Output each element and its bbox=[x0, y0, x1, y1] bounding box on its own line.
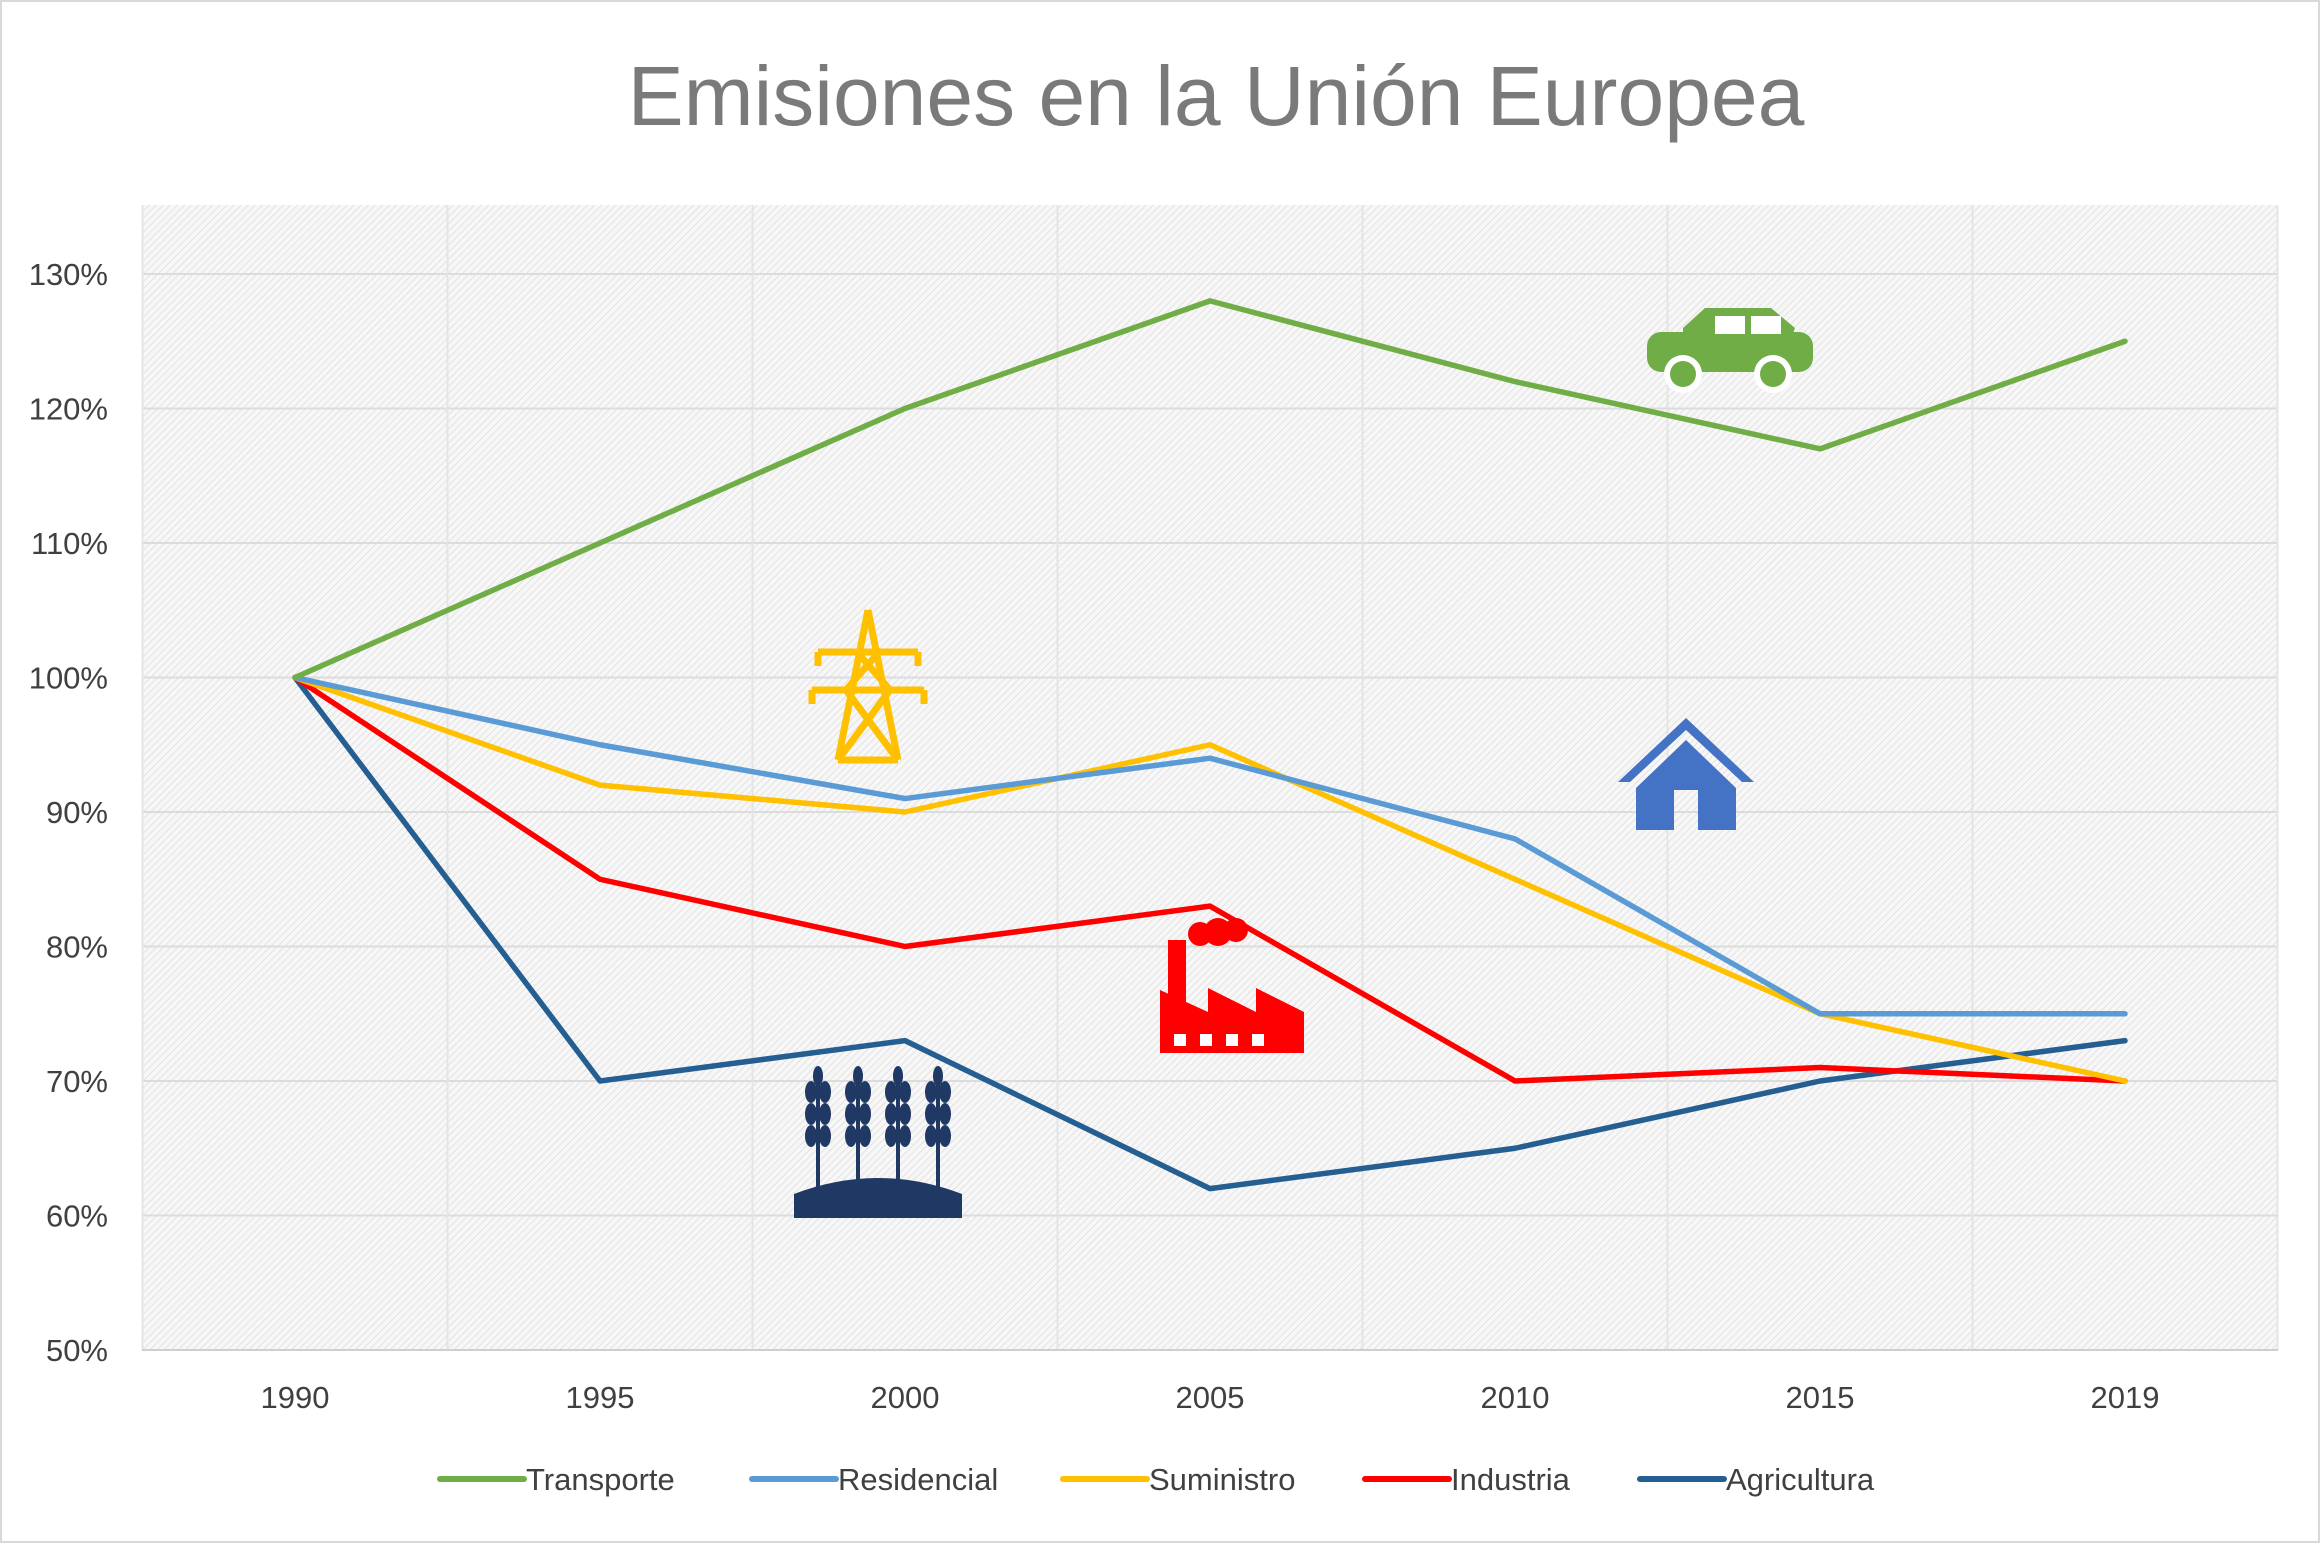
x-tick-label: 1995 bbox=[566, 1380, 635, 1415]
y-tick-label: 60% bbox=[46, 1199, 108, 1234]
legend-label: Agricultura bbox=[1726, 1462, 1875, 1497]
chart-title: Emisiones en la Unión Europea bbox=[628, 49, 1805, 143]
series-line-agricultura bbox=[292, 674, 2128, 1192]
y-tick-label: 50% bbox=[46, 1333, 108, 1368]
series-line-residencial bbox=[292, 674, 2128, 1017]
legend-label: Suministro bbox=[1149, 1462, 1295, 1497]
y-axis-ticks: 50% 60% 70% 80% 90% 100% 110% 120% 130% bbox=[29, 257, 108, 1368]
x-axis-ticks: 1990 1995 2000 2005 2010 2015 2019 bbox=[261, 1380, 2160, 1415]
house-icon bbox=[1618, 718, 1754, 830]
legend-label: Transporte bbox=[526, 1462, 675, 1497]
factory-icon bbox=[1160, 918, 1304, 1053]
y-tick-label: 90% bbox=[46, 795, 108, 830]
y-tick-label: 130% bbox=[29, 257, 108, 292]
y-tick-label: 120% bbox=[29, 392, 108, 427]
y-tick-label: 110% bbox=[31, 526, 108, 561]
x-tick-label: 2000 bbox=[871, 1380, 940, 1415]
series-line-industria bbox=[292, 674, 2128, 1084]
icons bbox=[794, 308, 1813, 1218]
y-tick-label: 100% bbox=[29, 661, 108, 696]
y-tick-label: 80% bbox=[46, 930, 108, 965]
x-tick-label: 2005 bbox=[1176, 1380, 1245, 1415]
power-tower-icon bbox=[808, 609, 928, 764]
series-lines bbox=[292, 298, 2128, 1192]
legend-item-industria: Industria bbox=[1362, 1462, 1571, 1497]
legend-item-agricultura: Agricultura bbox=[1637, 1462, 1875, 1497]
y-tick-label: 70% bbox=[46, 1064, 108, 1099]
legend-item-transporte: Transporte bbox=[437, 1462, 675, 1497]
legend-label: Residencial bbox=[838, 1462, 998, 1497]
series-line-transporte bbox=[292, 298, 2128, 681]
legend: Transporte Residencial Suministro Industria… bbox=[437, 1462, 1875, 1497]
wheat-icon bbox=[794, 1066, 962, 1218]
x-tick-label: 2019 bbox=[2091, 1380, 2160, 1415]
car-icon bbox=[1647, 308, 1813, 393]
x-tick-label: 2015 bbox=[1786, 1380, 1855, 1415]
x-tick-label: 1990 bbox=[261, 1380, 330, 1415]
x-tick-label: 2010 bbox=[1481, 1380, 1550, 1415]
legend-label: Industria bbox=[1451, 1462, 1571, 1497]
legend-item-suministro: Suministro bbox=[1060, 1462, 1295, 1497]
plot-area bbox=[142, 205, 2278, 1350]
legend-item-residencial: Residencial bbox=[749, 1462, 998, 1497]
